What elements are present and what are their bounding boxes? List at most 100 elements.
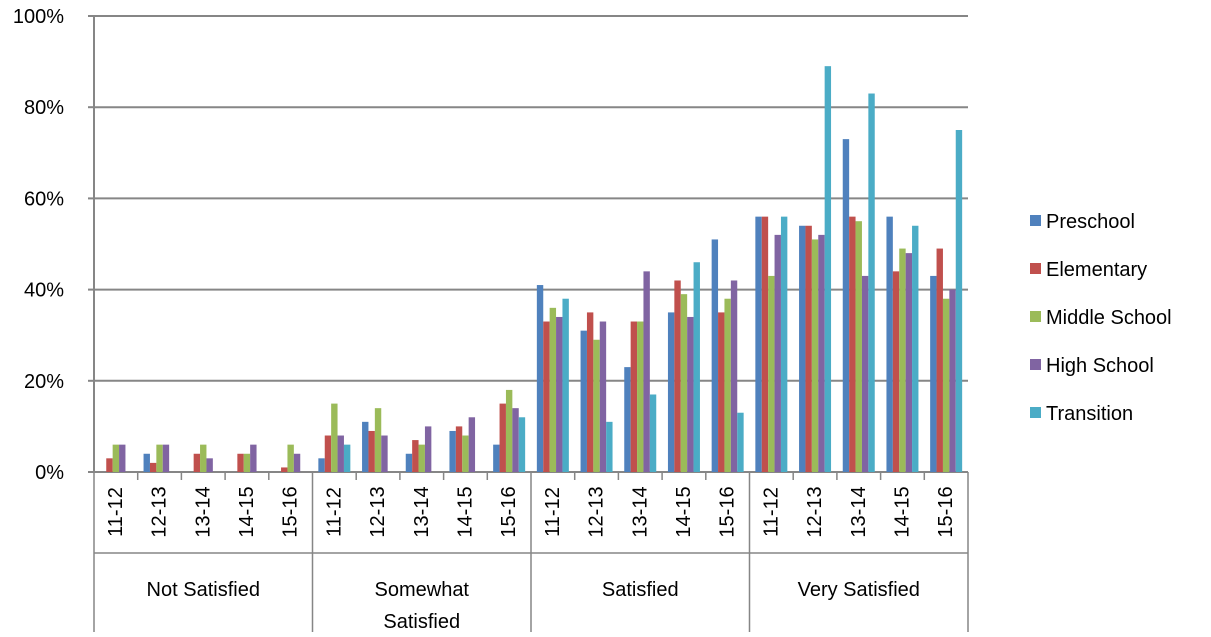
bar [418, 444, 425, 472]
x-tick-label: 11-12 [105, 487, 127, 537]
bar [112, 444, 120, 472]
y-tick-label: 80% [24, 97, 64, 119]
x-tick-label: 13-14 [192, 486, 214, 537]
bar [586, 312, 594, 472]
bar [106, 458, 113, 472]
legend: Preschool Elementary Middle School High Sch… [1030, 211, 1172, 425]
bar [761, 216, 769, 472]
bar [774, 234, 781, 472]
bar [624, 367, 631, 472]
bar [381, 435, 388, 472]
bar [362, 421, 369, 472]
bar [543, 321, 550, 472]
bar [281, 467, 288, 472]
bar [549, 307, 557, 472]
bar [861, 275, 869, 472]
bar [556, 316, 563, 472]
bar [768, 275, 775, 472]
legend-label: Transition [1046, 403, 1133, 425]
bar [562, 298, 569, 472]
y-tick-label: 40% [24, 280, 64, 302]
x-tick-label: 15-16 [935, 486, 957, 537]
legend-swatch [1030, 263, 1041, 274]
bars [106, 66, 963, 473]
bar [849, 216, 856, 472]
x-tick-label: 13-14 [848, 486, 870, 537]
bar [892, 271, 900, 472]
legend-swatch [1030, 407, 1041, 418]
bar [886, 216, 893, 472]
bar [331, 403, 338, 472]
x-tick-label: 11-12 [323, 487, 345, 537]
x-tick-label: 12-13 [367, 486, 389, 537]
legend-swatch [1030, 215, 1041, 226]
bar [318, 458, 325, 472]
y-tick-label: 60% [24, 188, 64, 210]
bar [200, 444, 207, 472]
legend-label: Elementary [1046, 259, 1147, 281]
x-tick-label: 15-16 [498, 486, 520, 537]
bar [368, 430, 375, 472]
bar [905, 253, 913, 472]
group-label: Somewhat [375, 579, 470, 601]
bar [143, 453, 150, 472]
x-tick-label: 11-12 [542, 487, 564, 537]
legend-swatch [1030, 359, 1041, 370]
legend-label: Middle School [1046, 307, 1172, 329]
bar [606, 421, 613, 472]
x-tick-label: 11-12 [760, 487, 782, 537]
bar [680, 294, 688, 472]
bar [243, 453, 251, 472]
bar [637, 321, 644, 472]
group-label: Satisfied [602, 579, 679, 601]
x-tick-label: 12-13 [804, 486, 826, 537]
bar [674, 280, 681, 472]
bar [930, 275, 937, 472]
bar [206, 458, 213, 472]
bar [599, 321, 607, 472]
bar [811, 239, 819, 472]
bar [468, 417, 476, 472]
bar [536, 285, 544, 472]
x-axis: 11-12 12-13 13-14 14-15 15-16 11-12 12-13 13-14… [93, 472, 969, 633]
group-label: Very Satisfied [798, 579, 920, 601]
bar [518, 417, 526, 472]
bar [718, 312, 725, 472]
bar [449, 430, 456, 472]
bar [755, 216, 762, 472]
bar [724, 298, 731, 472]
group-label: Not Satisfied [147, 579, 260, 601]
x-tick-label: 13-14 [629, 486, 651, 537]
bar [162, 444, 170, 472]
bar [899, 248, 906, 472]
bar [250, 444, 257, 472]
bar [643, 271, 650, 472]
bar [293, 453, 301, 472]
bar [799, 225, 806, 472]
y-tick-label: 100% [13, 6, 64, 28]
bar [737, 412, 744, 472]
bar [374, 408, 382, 472]
bar [593, 339, 600, 472]
bar [805, 225, 812, 472]
x-tick-label: 14-15 [236, 486, 258, 537]
bar [842, 139, 850, 472]
bar [693, 262, 700, 472]
bar [237, 453, 244, 472]
bar [667, 312, 675, 472]
bar [455, 426, 463, 472]
bar [955, 130, 963, 472]
bar [780, 216, 788, 472]
bar [505, 389, 513, 472]
bar [493, 444, 500, 472]
x-tick-label: 15-16 [717, 486, 739, 537]
x-tick-label: 12-13 [149, 486, 171, 537]
bar [499, 403, 506, 472]
x-tick-label: 14-15 [673, 486, 695, 537]
bar [412, 440, 419, 472]
bar [649, 394, 657, 472]
bar [424, 426, 432, 472]
y-axis: 0% 20% 40% 60% 80% 100% [13, 6, 95, 484]
bar [824, 66, 832, 472]
bar [193, 453, 201, 472]
